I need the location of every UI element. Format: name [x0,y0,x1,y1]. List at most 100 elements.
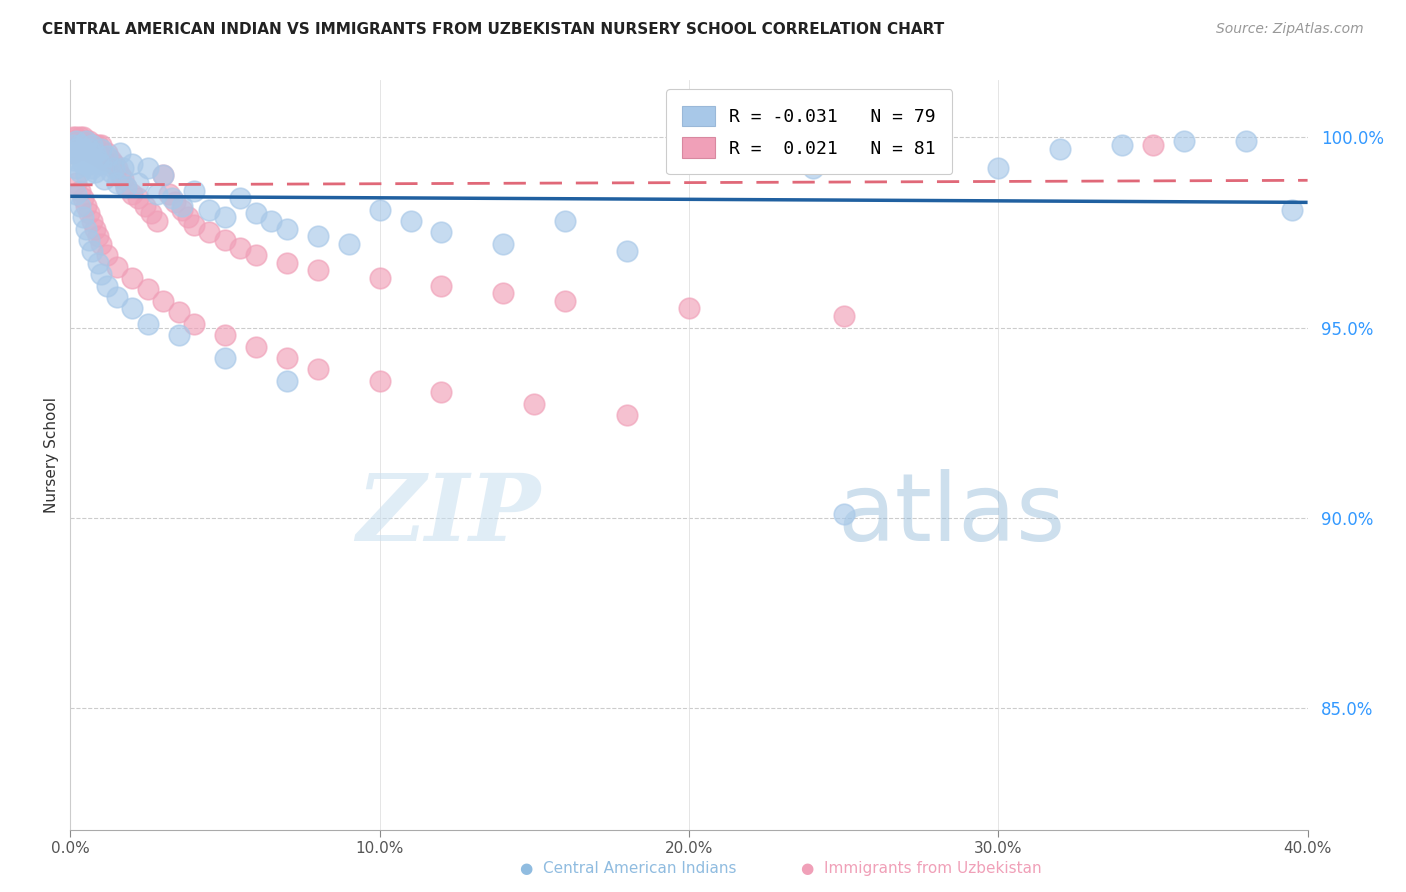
Point [740,149,762,163]
Point [96,248,118,262]
Point [75,169,97,183]
Point [170,199,193,213]
Legend: R = -0.031   N = 79, R =  0.021   N = 81: R = -0.031 N = 79, R = 0.021 N = 81 [666,89,952,174]
Point [111,172,134,186]
Point [103,161,125,175]
Point [87,256,110,270]
Point [77,142,100,156]
Point [214,211,236,225]
Point [90,267,112,281]
Point [198,226,221,240]
Point [62,130,84,145]
Point [84,145,107,160]
Point [69,137,91,152]
Point [925,149,948,163]
Point [115,179,138,194]
Point [62,145,84,160]
Text: ZIP: ZIP [356,470,540,560]
Point [100,164,122,178]
Point [65,161,87,175]
Point [146,187,169,202]
Point [1111,137,1133,152]
Point [307,229,329,244]
Point [134,199,156,213]
Point [69,199,91,213]
Point [84,221,107,235]
Point [678,137,700,152]
Point [65,142,87,156]
Point [105,260,128,274]
Point [127,191,149,205]
Point [65,130,87,145]
Point [77,233,100,247]
Point [276,256,298,270]
Point [84,145,107,160]
Point [87,229,110,244]
Point [1142,137,1164,152]
Point [72,157,94,171]
Point [90,157,112,171]
Point [62,134,84,148]
Point [139,206,162,220]
Point [69,149,91,163]
Point [100,153,122,168]
Point [177,211,200,225]
Point [136,317,159,331]
Point [87,153,110,168]
Point [80,137,103,152]
Point [96,145,118,160]
Point [832,309,855,323]
Point [121,157,143,171]
Point [93,172,115,186]
Point [84,164,107,178]
Point [69,142,91,156]
Point [399,214,422,228]
Point [84,137,107,152]
Point [157,187,180,202]
Point [368,374,391,388]
Point [121,271,143,285]
Point [72,142,94,156]
Point [93,153,115,168]
Y-axis label: Nursery School: Nursery School [44,397,59,513]
Point [170,202,193,217]
Point [276,221,298,235]
Point [307,362,329,376]
Point [678,301,700,316]
Point [75,134,97,148]
Point [523,396,546,410]
Point [75,134,97,148]
Point [554,214,576,228]
Point [1281,202,1303,217]
Point [198,202,221,217]
Point [72,134,94,148]
Point [832,507,855,521]
Point [136,161,159,175]
Point [554,293,576,308]
Point [103,157,125,171]
Point [62,137,84,152]
Point [65,187,87,202]
Point [167,328,190,343]
Point [162,191,184,205]
Point [75,145,97,160]
Point [105,176,128,190]
Point [96,278,118,293]
Point [121,301,143,316]
Point [165,194,187,209]
Point [87,137,110,152]
Point [121,187,143,202]
Point [245,206,267,220]
Point [72,130,94,145]
Point [65,134,87,148]
Point [69,130,91,145]
Point [492,286,515,301]
Point [245,248,267,262]
Point [136,283,159,297]
Point [260,214,283,228]
Point [801,161,824,175]
Point [80,161,103,175]
Point [152,169,174,183]
Point [167,305,190,319]
Point [72,191,94,205]
